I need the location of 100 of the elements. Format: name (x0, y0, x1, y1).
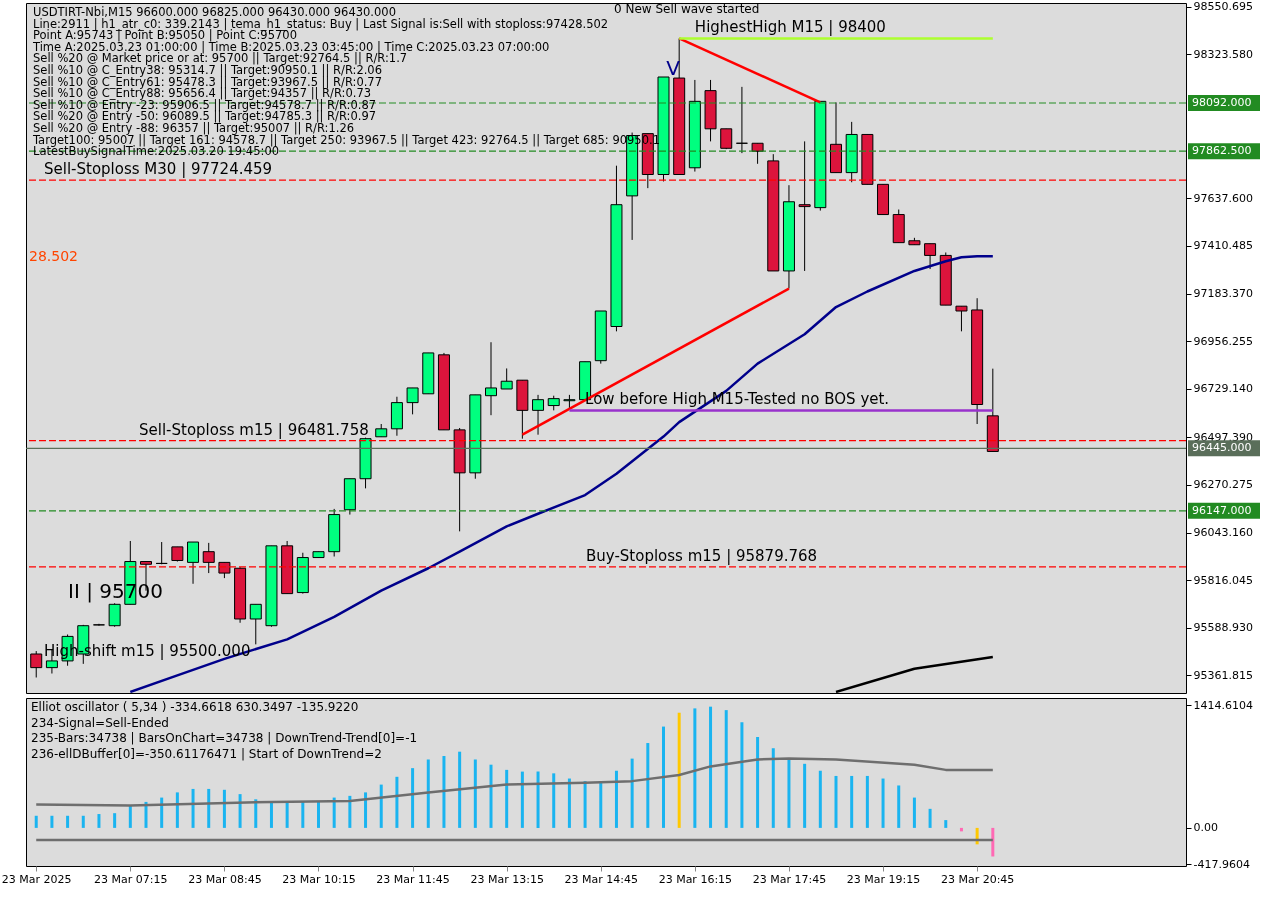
bar (175, 792, 179, 828)
bar (473, 759, 477, 828)
x-tick-label: 23 Mar 13:15 (470, 872, 544, 886)
annotation: Elliot oscillator ( 5,34 ) -334.6618 630.3497 -135.9220 (31, 700, 359, 714)
bar (740, 722, 744, 828)
x-tick-label: 23 Mar 07:15 (94, 872, 168, 886)
y-tick-label: 95588.930 (1193, 621, 1253, 635)
y-tick-label: 98550.695 (1193, 0, 1253, 14)
candlestick (798, 140, 811, 272)
candlestick (924, 243, 937, 270)
bar (50, 815, 54, 828)
bar (583, 781, 587, 828)
bar (865, 775, 869, 828)
bar (552, 773, 556, 828)
bar (379, 784, 383, 828)
bar (897, 785, 901, 828)
candlestick (955, 305, 968, 332)
bar (912, 797, 916, 828)
candlestick (30, 650, 43, 678)
candlestick (187, 541, 200, 585)
annotation: 0 New Sell wave started (614, 2, 760, 16)
bar (34, 815, 38, 828)
line-series (34, 757, 995, 807)
candlestick (202, 542, 215, 574)
x-tick-label: 23 Mar 19:15 (846, 872, 921, 886)
bar (411, 768, 415, 828)
bar (536, 771, 540, 828)
bar (756, 736, 760, 828)
ref-line-label: 97862.500 (1192, 144, 1252, 158)
annotation: HighestHigh M15 | 98400 (694, 18, 886, 37)
candlestick (500, 367, 513, 390)
x-tick-label: 23 Mar 20:45 (940, 872, 1015, 886)
x-tick-label: 23 Mar 17:45 (752, 872, 827, 886)
bar (646, 743, 650, 828)
bar (207, 788, 211, 828)
bar (803, 763, 807, 828)
x-tick-label: 23 Mar 10:15 (282, 872, 356, 886)
y-tick-label: 97637.600 (1193, 191, 1253, 205)
bar (144, 801, 148, 828)
bar (693, 708, 697, 828)
bar (599, 781, 603, 828)
y-tick-label: -417.9604 (1193, 857, 1250, 871)
bar (426, 759, 430, 828)
bar (222, 789, 226, 828)
annotation: 234-Signal=Sell-Ended (31, 715, 169, 730)
y-tick-label: 96956.255 (1193, 334, 1253, 348)
bar (520, 771, 524, 828)
bar (317, 801, 320, 828)
candlestick (406, 387, 419, 415)
bar (269, 801, 273, 828)
candlestick (108, 602, 121, 628)
x-tick-label: 23 Mar 08:45 (188, 872, 262, 886)
x-tick-label: 23 Mar 16:15 (658, 872, 733, 886)
bar (81, 815, 85, 828)
bar (709, 706, 713, 828)
bar (881, 778, 885, 828)
bar (818, 770, 822, 828)
annotation: Low before High M15-Tested no BOS yet. (585, 390, 890, 409)
ref-line-label: 96147.000 (1192, 503, 1252, 517)
bar (364, 792, 368, 828)
bar (332, 797, 336, 828)
annotation: 236-ellDBuffer[0]=-350.61176471 | Start of DownTrend=2 (31, 747, 382, 762)
bar (662, 726, 665, 828)
bar (66, 815, 70, 828)
bar (97, 814, 101, 828)
bar (395, 776, 399, 828)
candlestick (735, 86, 748, 154)
ref-line-label: 96445.000 (1192, 441, 1252, 455)
y-tick-label: 97183.370 (1193, 287, 1253, 301)
y-tick-label: 96043.160 (1193, 526, 1253, 540)
bar (505, 769, 509, 828)
bar (959, 827, 963, 832)
bar (834, 775, 838, 828)
annotation: USDTIRT-Nbi,M15 96600.000 96825.000 96430.000 96430.000 (33, 5, 396, 19)
ref-line-label: Sell-Stoploss m15 | 96481.758 (139, 420, 369, 439)
candlestick (155, 541, 168, 565)
bar (113, 813, 117, 828)
x-tick-label: 23 Mar 2025 (1, 872, 72, 886)
bar (567, 778, 571, 828)
y-tick-label: 0.00 (1193, 821, 1218, 835)
candlestick (249, 603, 262, 645)
y-tick-label: 95361.815 (1193, 668, 1253, 682)
bar (191, 788, 195, 828)
y-tick-label: 96497.390 (1193, 430, 1253, 444)
bar (991, 827, 995, 857)
x-tick-label: 23 Mar 14:45 (564, 872, 638, 886)
annotation: 28.502 (29, 248, 78, 264)
ref-line-label: 98092.000 (1192, 96, 1252, 110)
ref-line-label: Buy-Stoploss m15 | 95879.768 (586, 546, 818, 565)
bar (724, 710, 728, 828)
y-tick-label: 1414.6104 (1193, 698, 1253, 712)
bar (614, 770, 618, 828)
candlestick (485, 341, 497, 416)
bar (771, 748, 775, 828)
bar (944, 820, 948, 828)
y-tick-label: 95816.045 (1193, 573, 1253, 587)
x-tick-label: 23 Mar 11:45 (376, 872, 450, 886)
y-tick-label: 98323.580 (1193, 47, 1253, 61)
bar (489, 764, 493, 828)
bar (442, 756, 446, 828)
